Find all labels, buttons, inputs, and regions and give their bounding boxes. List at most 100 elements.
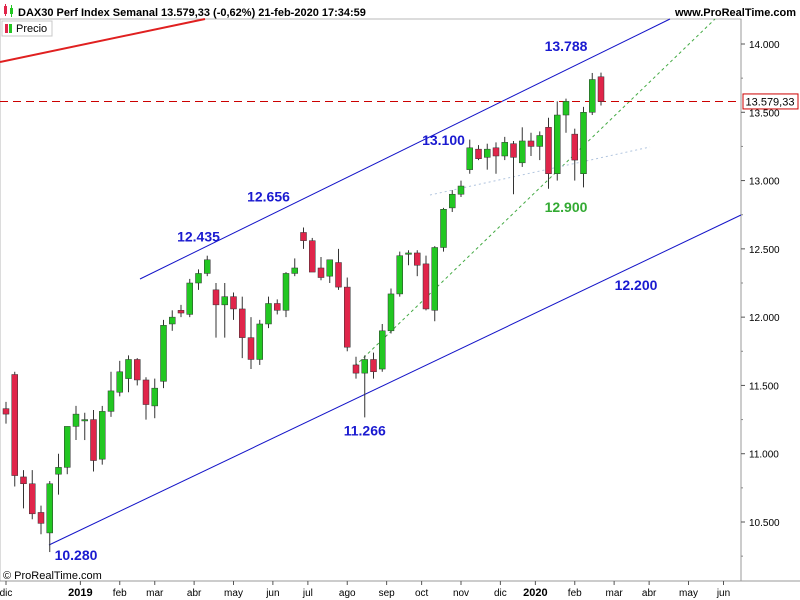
- candle[interactable]: [449, 190, 456, 212]
- candle[interactable]: [99, 405, 106, 465]
- candle[interactable]: [256, 319, 263, 365]
- candle[interactable]: [107, 371, 115, 417]
- candle[interactable]: [361, 355, 368, 418]
- candle[interactable]: [501, 136, 508, 161]
- candle-body: [492, 147, 500, 157]
- legend[interactable]: Precio: [1, 20, 53, 37]
- candle-body: [562, 101, 570, 116]
- candle[interactable]: [326, 259, 333, 283]
- candle[interactable]: [212, 283, 220, 338]
- candle[interactable]: [335, 248, 342, 290]
- candle[interactable]: [405, 250, 412, 266]
- app-logo-icon: [4, 4, 13, 17]
- drawn-lines-layer: [0, 18, 742, 546]
- candle[interactable]: [510, 140, 517, 195]
- candle[interactable]: [72, 405, 80, 441]
- candle[interactable]: [597, 72, 605, 106]
- y-tick-label: 12.000: [749, 313, 780, 324]
- candle[interactable]: [291, 258, 298, 277]
- candle[interactable]: [265, 296, 272, 329]
- candle[interactable]: [475, 145, 482, 161]
- candles-layer: [2, 72, 605, 553]
- candle[interactable]: [580, 106, 587, 188]
- candle[interactable]: [55, 453, 62, 495]
- candle[interactable]: [204, 255, 211, 277]
- candle[interactable]: [29, 470, 36, 520]
- candle[interactable]: [247, 317, 255, 370]
- x-tick-label: oct: [415, 588, 429, 599]
- x-tick-label: jun: [716, 588, 730, 599]
- candle[interactable]: [309, 237, 316, 273]
- candle[interactable]: [589, 72, 596, 116]
- current-price-tag: 13.579,33: [742, 93, 799, 110]
- candle[interactable]: [195, 269, 202, 290]
- candle[interactable]: [527, 132, 535, 156]
- candle[interactable]: [160, 319, 167, 389]
- candle-body: [449, 193, 456, 209]
- price-annotation: 10.280: [55, 547, 98, 563]
- candle[interactable]: [466, 139, 473, 174]
- candle[interactable]: [484, 143, 491, 170]
- candle[interactable]: [562, 98, 570, 133]
- candle[interactable]: [344, 277, 351, 352]
- candle[interactable]: [545, 117, 552, 189]
- candle[interactable]: [37, 505, 45, 535]
- candle[interactable]: [519, 127, 526, 167]
- candle[interactable]: [396, 251, 403, 297]
- candle[interactable]: [134, 358, 141, 386]
- candle[interactable]: [554, 101, 561, 181]
- candle[interactable]: [571, 128, 578, 181]
- candle-body: [484, 148, 491, 158]
- candle[interactable]: [177, 304, 185, 318]
- candle[interactable]: [536, 131, 543, 161]
- annotations-layer: 13.788 13.100 12.656 12.435 12.900 12.200 11.2…: [55, 38, 658, 563]
- candle[interactable]: [370, 352, 377, 379]
- candle[interactable]: [317, 257, 325, 281]
- candle[interactable]: [11, 371, 18, 487]
- candle[interactable]: [414, 250, 421, 277]
- candle[interactable]: [221, 283, 228, 338]
- candle-body: [55, 467, 62, 475]
- candle[interactable]: [64, 426, 71, 475]
- candle[interactable]: [379, 323, 386, 372]
- lower-channel-line: [48, 214, 742, 546]
- candle[interactable]: [230, 292, 237, 320]
- candle[interactable]: [142, 377, 150, 420]
- candle[interactable]: [239, 296, 246, 359]
- candle[interactable]: [457, 180, 465, 197]
- candle[interactable]: [20, 470, 27, 509]
- candle[interactable]: [125, 355, 132, 393]
- candle-body: [29, 483, 36, 515]
- y-tick-label: 14.000: [749, 40, 780, 51]
- candle[interactable]: [440, 207, 447, 252]
- candle[interactable]: [81, 412, 88, 441]
- candle[interactable]: [274, 299, 281, 315]
- candle[interactable]: [46, 481, 53, 553]
- candle-body: [387, 293, 395, 332]
- candle[interactable]: [282, 272, 290, 318]
- candle[interactable]: [151, 378, 158, 419]
- candle[interactable]: [492, 142, 500, 174]
- candle[interactable]: [169, 310, 176, 331]
- y-tick-label: 13.500: [749, 108, 780, 119]
- candle[interactable]: [422, 255, 430, 311]
- candle-body: [475, 148, 482, 159]
- x-tick-label: 2020: [523, 587, 547, 599]
- candle[interactable]: [387, 288, 395, 334]
- candle[interactable]: [300, 227, 307, 249]
- price-annotation: 12.435: [177, 229, 220, 245]
- candle-body: [396, 255, 403, 295]
- candle[interactable]: [186, 278, 193, 318]
- candle[interactable]: [2, 401, 10, 424]
- candle[interactable]: [116, 360, 123, 397]
- resistance-line: [0, 18, 206, 63]
- x-tick-label: ago: [339, 588, 356, 599]
- candle-body: [274, 303, 281, 311]
- site-url[interactable]: www.ProRealTime.com: [674, 7, 796, 19]
- candle[interactable]: [431, 246, 438, 322]
- plot-area[interactable]: [0, 18, 742, 582]
- candle-body: [195, 273, 202, 284]
- candle[interactable]: [90, 410, 97, 472]
- candle[interactable]: [352, 356, 360, 379]
- price-annotation: 13.100: [422, 132, 465, 148]
